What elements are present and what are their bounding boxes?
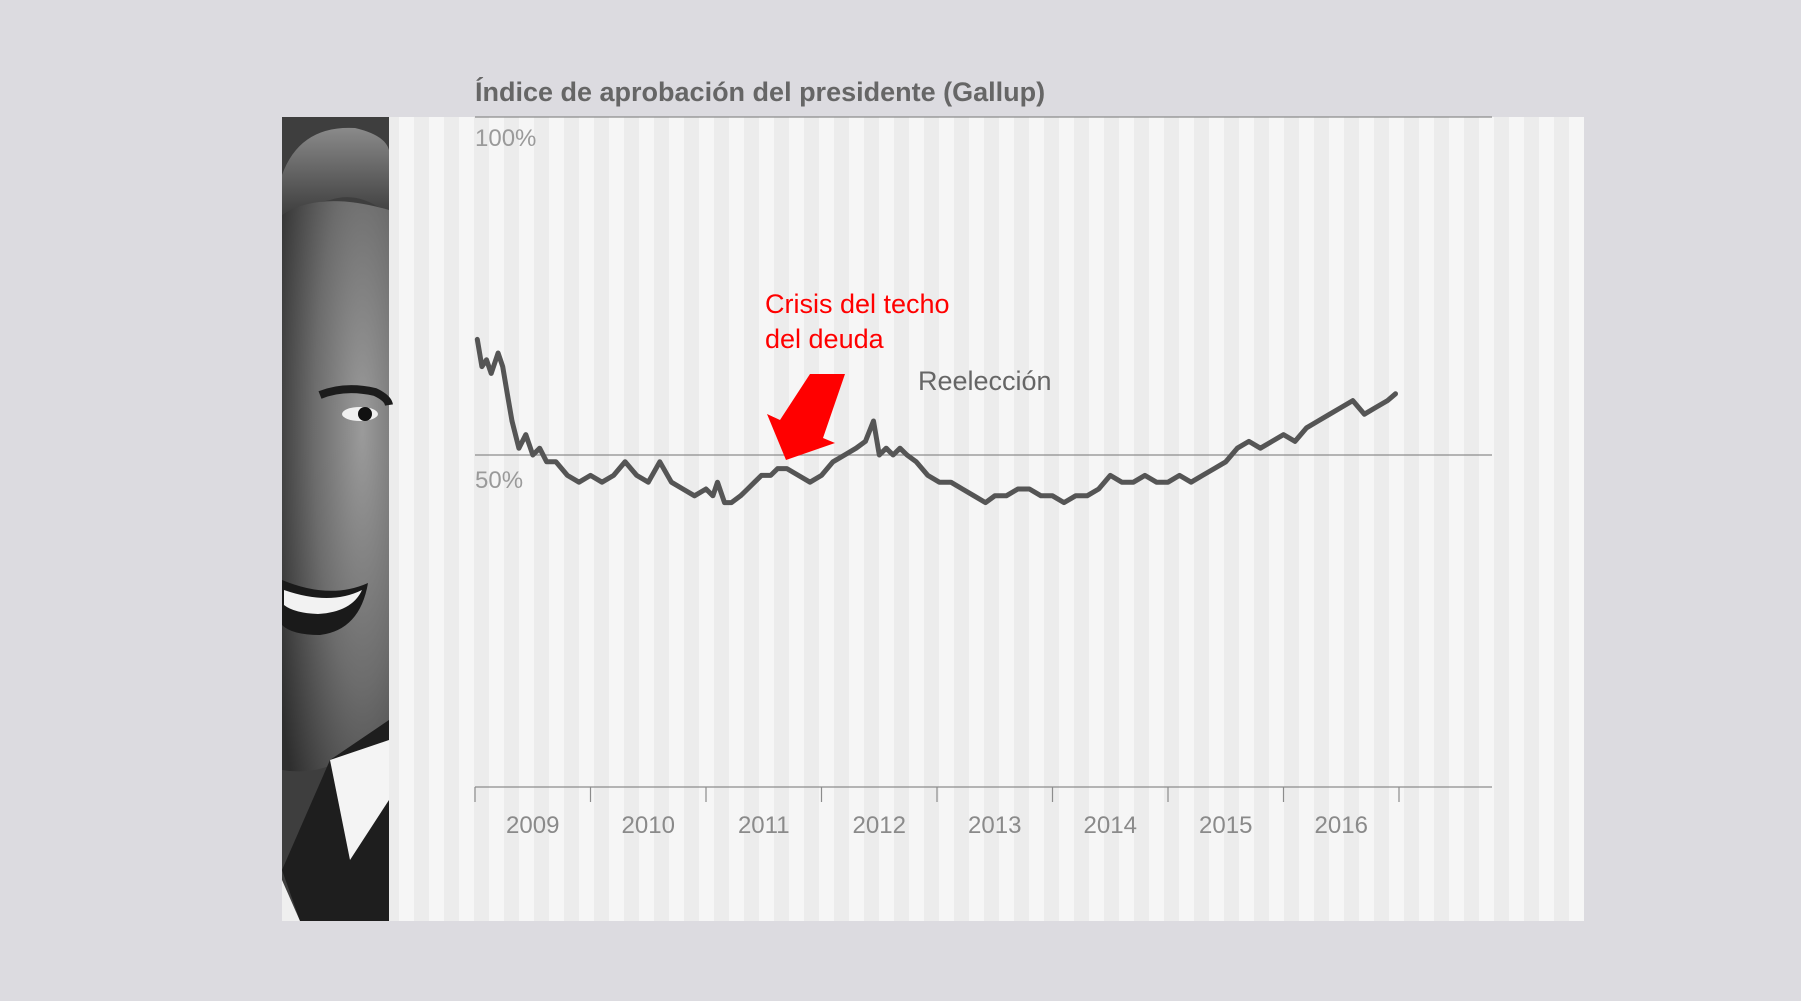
background-stripe: [729, 117, 744, 921]
background-stripe: [549, 117, 564, 921]
x-tick-label: 2014: [1084, 812, 1137, 839]
background-stripe: [1419, 117, 1434, 921]
x-tick-label: 2012: [853, 812, 906, 839]
background-stripe: [1509, 117, 1524, 921]
portrait-photo: [282, 117, 393, 921]
vertical-stripes: [399, 117, 1584, 921]
background-stripe: [1569, 117, 1584, 921]
chart-panel: [282, 117, 1573, 921]
background-stripe: [489, 117, 504, 921]
red-down-arrow-icon: [767, 374, 845, 460]
background-stripe: [1389, 117, 1404, 921]
approval-series-line: [474, 336, 1398, 506]
background-stripe: [699, 117, 714, 921]
background-stripe: [759, 117, 774, 921]
background-stripe: [459, 117, 474, 921]
x-tick-label: 2010: [622, 812, 675, 839]
x-tick-label: 2013: [968, 812, 1021, 839]
background-stripe: [399, 117, 414, 921]
background-stripe: [879, 117, 894, 921]
x-tick-label: 2015: [1199, 812, 1252, 839]
x-tick-label: 2009: [506, 812, 559, 839]
background-stripe: [1479, 117, 1494, 921]
background-stripe: [1149, 117, 1164, 921]
annotation-reelection: Reelección: [918, 366, 1052, 396]
background-stripe: [1239, 117, 1254, 921]
x-tick-label: 2011: [738, 812, 790, 839]
background-stripe: [1539, 117, 1554, 921]
background-stripe: [1179, 117, 1194, 921]
background-stripe: [519, 117, 534, 921]
annotation-debt-ceiling-line1: Crisis del techo: [765, 289, 950, 319]
background-stripe: [1089, 117, 1104, 921]
background-stripe: [969, 117, 984, 921]
background-stripe: [639, 117, 654, 921]
background-stripe: [1299, 117, 1314, 921]
background-stripe: [1119, 117, 1134, 921]
background-stripe: [1329, 117, 1344, 921]
annotation-debt-ceiling-line2: del deuda: [765, 324, 885, 354]
background-stripe: [1449, 117, 1464, 921]
background-stripe: [669, 117, 684, 921]
background-stripe: [1059, 117, 1074, 921]
x-axis-ticks: 2009 2010 2011 2012 2013 2014 2015 2016: [474, 787, 1400, 839]
background-stripe: [1029, 117, 1044, 921]
background-stripe: [789, 117, 804, 921]
background-stripe: [1209, 117, 1224, 921]
background-stripe: [819, 117, 834, 921]
background-stripe: [999, 117, 1014, 921]
background-stripe: [1269, 117, 1284, 921]
background-stripe: [849, 117, 864, 921]
background-stripe: [939, 117, 954, 921]
chart-title: Índice de aprobación del presidente (Gal…: [475, 76, 1045, 107]
y-tick-label: 50%: [475, 467, 523, 494]
background-stripe: [429, 117, 444, 921]
y-tick-label: 100%: [475, 125, 536, 152]
background-stripe: [579, 117, 594, 921]
background-stripe: [1359, 117, 1374, 921]
x-tick-label: 2016: [1315, 812, 1368, 839]
background-stripe: [609, 117, 624, 921]
background-stripe: [909, 117, 924, 921]
